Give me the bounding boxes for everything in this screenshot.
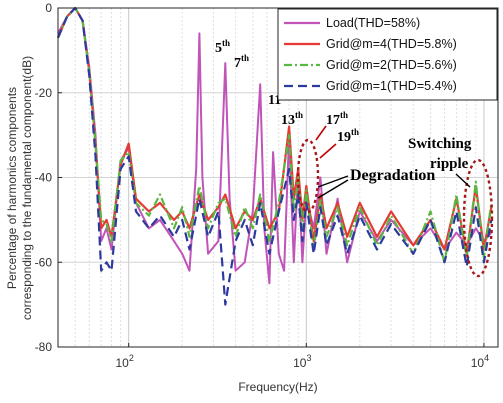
x-axis-label: Frequency(Hz) bbox=[238, 380, 317, 394]
series-line-3 bbox=[56, 6, 493, 264]
harmonic-17-arrow bbox=[315, 125, 327, 141]
y-axis-label-line2: corresponding to the fundamental compone… bbox=[20, 56, 34, 320]
y-axis-label: Percentage of harmonics components corre… bbox=[5, 56, 34, 320]
harmonic-5-label: 5th bbox=[215, 38, 230, 56]
legend-entry-label: Grid@m=4(THD=5.8%) bbox=[326, 37, 457, 51]
y-tick-label: -20 bbox=[35, 86, 53, 100]
harmonic-19-label: 19th bbox=[337, 127, 359, 145]
y-axis-ticks: 0 -20 -40 -60 -80 bbox=[35, 1, 62, 354]
y-tick-label: -80 bbox=[35, 340, 53, 354]
degradation-ellipse bbox=[296, 138, 320, 214]
x-tick-label: 102 bbox=[115, 353, 133, 370]
switching-arrow bbox=[455, 173, 471, 188]
harmonic-17-label: 17th bbox=[326, 110, 348, 128]
harmonic-13-label: 13th bbox=[281, 110, 303, 128]
harmonic-7-label: 7th bbox=[234, 53, 249, 71]
harmonic-19-arrow bbox=[319, 143, 337, 159]
ripple-label: ripple bbox=[430, 156, 469, 172]
legend: Load(THD=58%) Grid@m=4(THD=5.8%) Grid@m=2(… bbox=[277, 8, 498, 101]
degradation-label: Degradation bbox=[350, 167, 435, 184]
y-tick-label: 0 bbox=[45, 1, 52, 15]
x-tick-label: 104 bbox=[471, 353, 489, 370]
series-lines bbox=[56, 6, 493, 306]
degradation-arrow-1 bbox=[317, 175, 349, 188]
legend-entry-label: Grid@m=2(THD=5.6%) bbox=[326, 58, 457, 72]
legend-entry-label: Load(THD=58%) bbox=[326, 16, 420, 30]
y-tick-label: -40 bbox=[35, 171, 53, 185]
y-axis-label-line1: Percentage of harmonics components bbox=[5, 87, 19, 289]
y-tick-label: -60 bbox=[35, 255, 53, 269]
legend-box bbox=[277, 8, 498, 101]
annotations: 5th 7th 11th 13th 17th 19th Degradation … bbox=[215, 38, 494, 278]
x-tick-label: 103 bbox=[293, 353, 311, 370]
legend-entry-label: Grid@m=1(THD=5.4%) bbox=[326, 79, 457, 93]
series-line-4 bbox=[56, 6, 493, 306]
x-axis-ticks: 102 103 104 bbox=[115, 343, 489, 370]
degradation-arrow-2 bbox=[317, 179, 349, 199]
switching-ripple-ellipse bbox=[462, 158, 494, 278]
switching-label: Switching bbox=[408, 136, 472, 152]
series-line-2 bbox=[56, 6, 493, 255]
